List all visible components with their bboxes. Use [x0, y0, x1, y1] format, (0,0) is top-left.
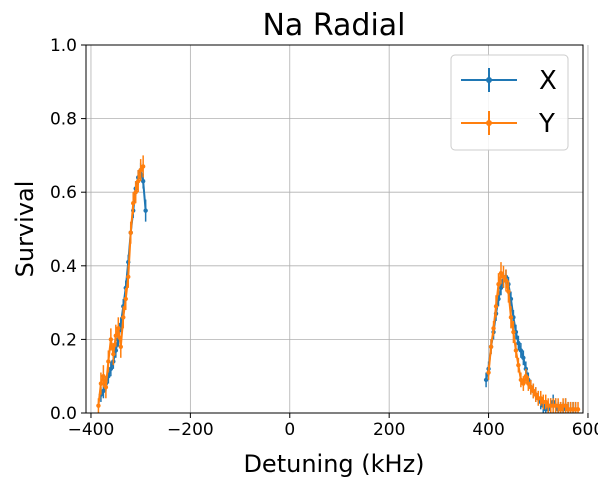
- legend-label: Y: [538, 109, 555, 139]
- data-point: [513, 348, 519, 353]
- data-point: [518, 348, 524, 353]
- data-point: [526, 381, 531, 386]
- data-point: [121, 315, 126, 320]
- x-tick-label: 600: [572, 420, 598, 440]
- y-axis-label: Survival: [11, 181, 39, 278]
- data-point: [128, 230, 133, 235]
- data-point: [140, 164, 146, 169]
- data-point: [126, 274, 131, 280]
- axis-ticks: −400 −200 0 200 400 600 0.0 0.2 0.4 0.6 0.8 1.0: [50, 36, 598, 440]
- series-y: [96, 155, 581, 413]
- data-point: [101, 388, 106, 394]
- legend: XY: [450, 54, 569, 151]
- x-tick-label: 200: [373, 420, 405, 440]
- legend-swatch-marker: [486, 77, 492, 83]
- y-tick-label: 0.0: [50, 404, 77, 424]
- y-tick-label: 0.6: [50, 183, 77, 203]
- data-point: [138, 167, 143, 173]
- data-point: [523, 366, 529, 372]
- data-point: [531, 388, 536, 394]
- x-tick-label: 400: [472, 420, 504, 440]
- x-tick-label: −200: [167, 420, 214, 440]
- legend-label: X: [539, 66, 557, 96]
- data-point: [486, 370, 491, 375]
- data-point: [498, 270, 504, 276]
- y-tick-label: 0.4: [50, 257, 77, 277]
- data-point: [111, 351, 116, 357]
- data-point: [131, 201, 136, 206]
- data-point: [108, 366, 114, 372]
- y-tick-label: 0.8: [50, 110, 77, 130]
- data-point: [575, 407, 581, 412]
- data-point: [558, 407, 563, 412]
- data-point: [106, 359, 111, 364]
- data-point: [501, 274, 506, 280]
- data-point: [116, 326, 121, 331]
- data-point: [518, 377, 524, 383]
- data-point: [123, 296, 128, 302]
- data-point: [113, 333, 119, 338]
- data-point: [488, 344, 494, 349]
- data-point: [555, 403, 561, 408]
- data-point: [538, 396, 543, 401]
- data-point: [521, 355, 526, 360]
- data-point: [98, 381, 104, 386]
- data-point: [118, 344, 123, 349]
- data-point: [483, 377, 489, 383]
- data-point: [96, 403, 101, 408]
- data-point: [491, 326, 496, 331]
- data-point: [103, 385, 109, 390]
- data-point: [143, 208, 148, 213]
- data-point: [133, 190, 138, 195]
- x-tick-label: −400: [68, 420, 115, 440]
- data-point: [493, 304, 499, 309]
- data-point: [516, 362, 521, 368]
- data-point: [508, 315, 514, 320]
- data-point: [521, 381, 526, 386]
- data-point: [498, 285, 504, 291]
- plot-frame: [85, 44, 584, 414]
- y-tick-label: 0.2: [50, 330, 77, 350]
- x-axis-label: Detuning (kHz): [243, 450, 424, 478]
- data-point: [516, 340, 521, 346]
- data-point: [563, 403, 568, 408]
- data-point: [135, 178, 141, 184]
- data-point: [101, 374, 106, 379]
- data-point: [506, 289, 511, 294]
- data-point: [108, 337, 114, 342]
- data-point: [533, 392, 538, 397]
- x-tick-label: 0: [284, 420, 295, 440]
- data-point: [511, 329, 516, 335]
- plot-series: [96, 155, 581, 413]
- chart-title: Na Radial: [262, 8, 405, 43]
- data-point: [496, 282, 501, 287]
- data-point: [140, 178, 146, 184]
- data-point: [503, 278, 509, 283]
- data-point: [543, 399, 548, 405]
- data-point: [528, 385, 534, 390]
- legend-swatch-marker: [486, 120, 492, 126]
- legend-box: [450, 54, 569, 151]
- data-point: [523, 374, 529, 379]
- y-tick-label: 1.0: [50, 36, 77, 56]
